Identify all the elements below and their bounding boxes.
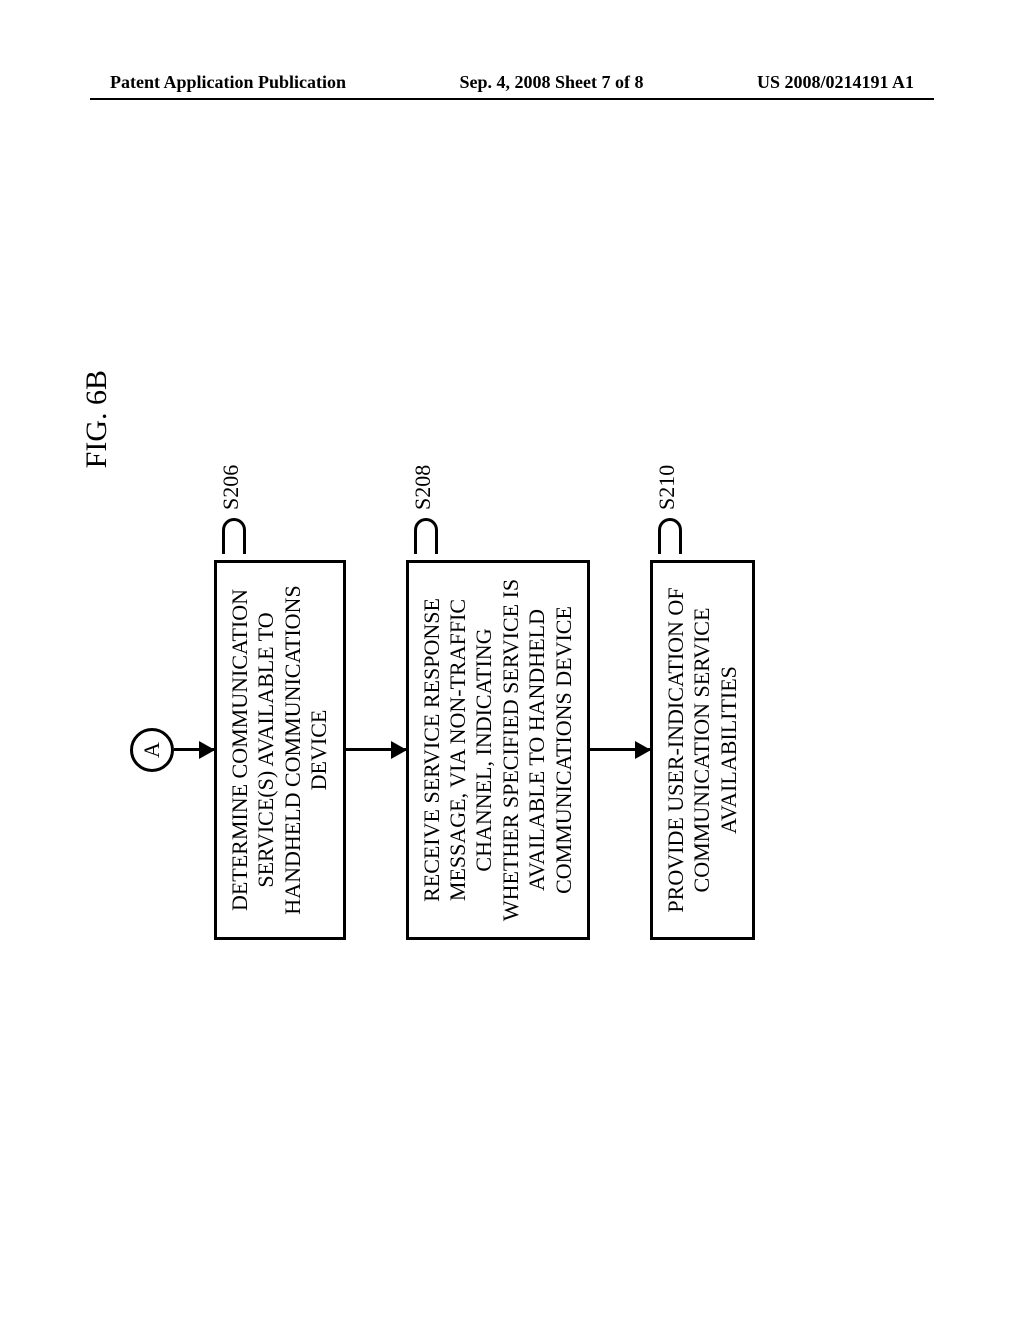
header-center: Sep. 4, 2008 Sheet 7 of 8 xyxy=(460,72,644,93)
step-id-s206: S206 xyxy=(218,465,244,510)
step-row-2: RECEIVE SERVICE RESPONSE MESSAGE, VIA NO… xyxy=(406,400,590,1100)
step-label-col-3: S210 xyxy=(652,465,682,554)
step-label-col-2: S208 xyxy=(408,465,438,554)
step-box-s208: RECEIVE SERVICE RESPONSE MESSAGE, VIA NO… xyxy=(406,560,590,940)
connector-a: A xyxy=(130,728,174,772)
arrow-1 xyxy=(174,749,214,752)
arrow-3 xyxy=(590,749,650,752)
step-row-3: PROVIDE USER-INDICATION OF COMMUNICATION… xyxy=(650,400,755,1100)
label-hook-icon xyxy=(222,518,246,554)
arrow-2 xyxy=(346,749,406,752)
flowchart-figure: A DETERMINE COMMUNICATION SERVICE(S) AVA… xyxy=(130,400,830,1100)
step-row-1: DETERMINE COMMUNICATION SERVICE(S) AVAIL… xyxy=(214,400,346,1100)
step-box-s210: PROVIDE USER-INDICATION OF COMMUNICATION… xyxy=(650,560,755,940)
header-rule xyxy=(90,98,934,100)
step-id-s210: S210 xyxy=(654,465,680,510)
step-label-col-1: S206 xyxy=(216,465,246,554)
connector-label: A xyxy=(139,742,165,758)
header-right: US 2008/0214191 A1 xyxy=(757,72,914,93)
step-box-s206: DETERMINE COMMUNICATION SERVICE(S) AVAIL… xyxy=(214,560,346,940)
label-hook-icon xyxy=(414,518,438,554)
figure-caption: FIG. 6B xyxy=(80,370,114,468)
flowchart: A DETERMINE COMMUNICATION SERVICE(S) AVA… xyxy=(130,400,755,1100)
step-id-s208: S208 xyxy=(410,465,436,510)
label-hook-icon xyxy=(658,518,682,554)
page-header: Patent Application Publication Sep. 4, 2… xyxy=(110,72,914,93)
header-left: Patent Application Publication xyxy=(110,72,346,93)
